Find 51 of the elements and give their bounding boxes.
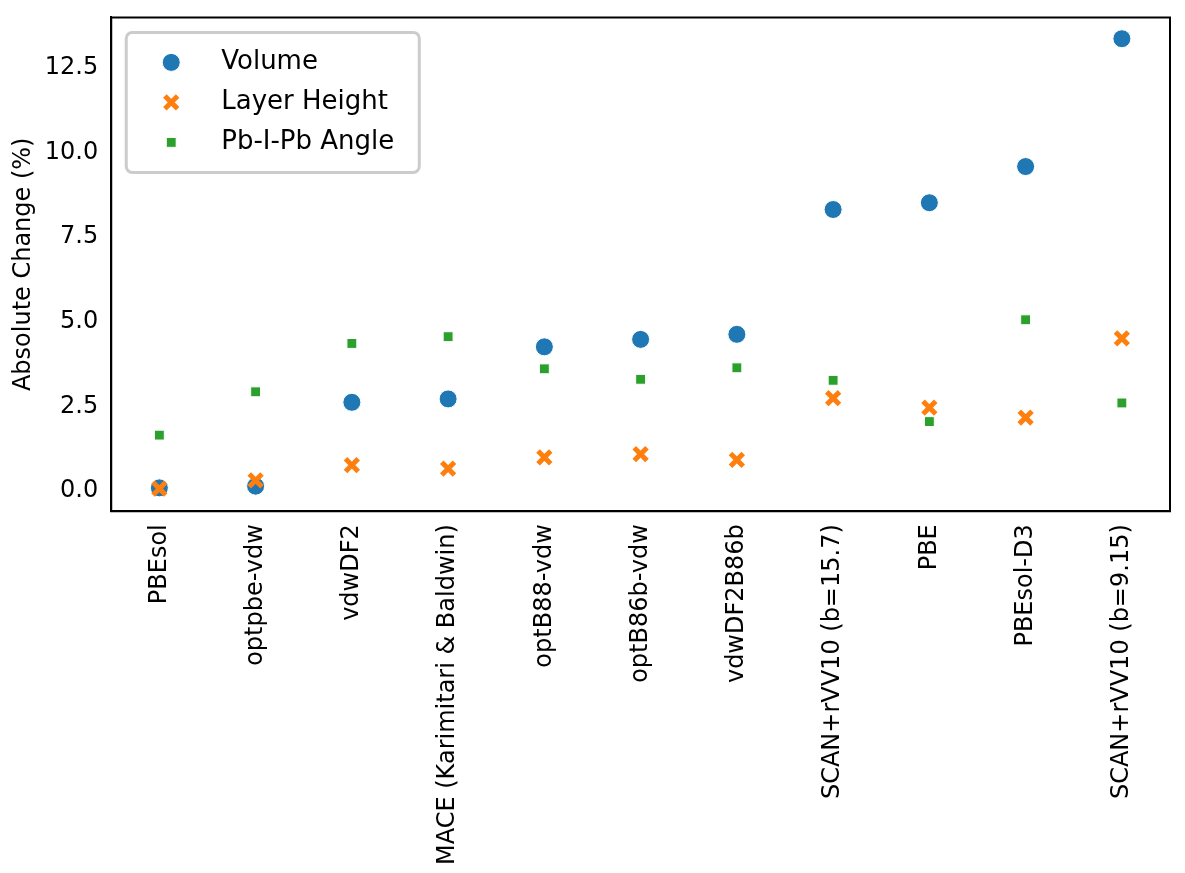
- point: [538, 363, 550, 375]
- point: [631, 329, 651, 349]
- legend-label: Volume: [221, 45, 318, 76]
- point: [246, 471, 265, 490]
- y-tick-label: 0.0: [60, 475, 99, 504]
- point: [823, 200, 843, 220]
- y-tick-label: 12.5: [44, 52, 99, 81]
- y-tick-label: 7.5: [60, 221, 99, 250]
- point: [1116, 397, 1128, 409]
- point: [439, 459, 457, 478]
- x-tick-label: vdwDF2: [336, 524, 365, 621]
- point: [1112, 29, 1132, 49]
- x-tick-label: PBEsol-D3: [1009, 524, 1038, 647]
- x-tick-label: SCAN+rVV10 (b=9.15): [1106, 524, 1135, 800]
- x-tick-label: optB88-vdw: [528, 524, 557, 668]
- point: [635, 373, 647, 385]
- y-tick-label: 5.0: [60, 306, 99, 335]
- point: [250, 386, 262, 398]
- point: [631, 445, 650, 463]
- x-tick-label: optB86b-vdw: [624, 524, 653, 683]
- point: [827, 374, 839, 386]
- point: [1016, 408, 1035, 427]
- y-tick-label: 2.5: [60, 390, 99, 419]
- point: [824, 389, 842, 408]
- legend-label: Pb-I-Pb Angle: [221, 125, 395, 156]
- point: [343, 456, 361, 475]
- point: [438, 389, 458, 409]
- point: [1113, 329, 1131, 348]
- point: [919, 193, 939, 213]
- point: [442, 331, 454, 343]
- point: [920, 398, 939, 417]
- x-tick-label: MACE (Karimitari & Baldwin): [432, 524, 461, 865]
- point: [535, 448, 554, 467]
- x-tick-label: optpbe-vdw: [239, 524, 268, 666]
- x-tick-label: PBE: [913, 524, 942, 571]
- point: [534, 337, 554, 357]
- point: [153, 429, 165, 441]
- point: [1016, 157, 1036, 177]
- point: [342, 392, 362, 412]
- point: [1020, 314, 1032, 326]
- y-tick-label: 10.0: [44, 136, 99, 165]
- point: [346, 338, 358, 349]
- point: [923, 416, 935, 428]
- legend-label: Layer Height: [221, 85, 388, 116]
- x-tick-label: vdwDF2B86b: [721, 524, 750, 684]
- y-axis-title: Absolute Change (%): [7, 137, 36, 392]
- point: [727, 324, 747, 344]
- point: [731, 362, 743, 374]
- point: [728, 450, 746, 469]
- x-tick-label: SCAN+rVV10 (b=15.7): [817, 524, 846, 800]
- x-tick-label: PBEsol: [143, 524, 172, 605]
